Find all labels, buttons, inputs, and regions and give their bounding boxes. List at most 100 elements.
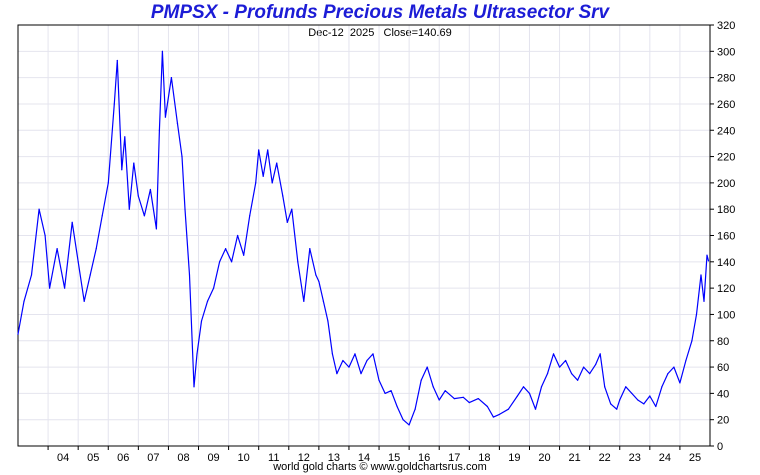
x-tick-label: 18 — [478, 452, 490, 464]
data-point — [89, 274, 91, 276]
chart-subtitle: Dec-12 2025 Close=140.69 — [308, 27, 452, 39]
data-point — [161, 50, 164, 52]
y-tick-label: 100 — [717, 309, 735, 321]
data-point — [237, 234, 239, 237]
data-point — [124, 136, 126, 138]
data-point — [30, 274, 33, 276]
data-point — [121, 169, 123, 171]
x-tick-label: 08 — [177, 452, 189, 464]
y-tick-label: 40 — [717, 388, 729, 400]
y-tick-label: 80 — [717, 336, 729, 348]
data-point — [679, 382, 681, 384]
data-point — [444, 390, 446, 392]
data-point — [534, 408, 537, 410]
x-tick-label: 20 — [538, 452, 550, 464]
data-point — [558, 366, 561, 368]
data-point — [408, 424, 410, 426]
data-point — [107, 182, 109, 184]
data-point — [396, 405, 398, 408]
y-tick-label: 260 — [717, 99, 735, 111]
data-point — [546, 373, 549, 375]
y-tick-label: 180 — [717, 204, 735, 216]
data-point — [420, 379, 422, 381]
y-tick-label: 20 — [717, 415, 729, 427]
y-tick-label: 160 — [717, 231, 735, 243]
y-tick-label: 240 — [717, 125, 735, 137]
data-point — [196, 353, 198, 355]
y-tick-label: 120 — [717, 283, 735, 295]
chart-footer: world gold charts © www.goldchartsrus.co… — [273, 461, 487, 473]
x-tick-label: 19 — [508, 452, 520, 464]
data-point — [342, 359, 344, 362]
x-tick-label: 22 — [599, 452, 611, 464]
data-point — [64, 287, 66, 289]
y-tick-label: 200 — [717, 178, 735, 190]
data-point — [707, 260, 710, 262]
data-point — [206, 300, 209, 302]
data-point — [700, 274, 702, 276]
data-point — [685, 359, 687, 362]
data-point — [583, 366, 585, 368]
data-point — [673, 366, 675, 368]
data-point — [486, 405, 488, 408]
y-tick-label: 300 — [717, 46, 735, 58]
x-tick-label: 25 — [689, 452, 701, 464]
data-point — [468, 401, 470, 404]
data-point — [297, 261, 299, 263]
data-point — [366, 359, 368, 362]
x-tick-label: 11 — [268, 452, 279, 464]
x-tick-label: 16 — [418, 452, 430, 464]
data-point — [128, 208, 130, 210]
data-point — [83, 300, 85, 302]
data-point — [528, 392, 531, 394]
data-point — [453, 398, 455, 400]
data-point — [271, 182, 273, 184]
x-tick-label: 23 — [629, 452, 641, 464]
data-point — [133, 162, 135, 164]
y-tick-label: 220 — [717, 152, 735, 164]
x-tick-label: 24 — [659, 452, 671, 464]
data-point — [637, 399, 639, 401]
data-point — [649, 395, 651, 397]
data-point — [402, 419, 404, 421]
data-point — [23, 300, 25, 302]
data-point — [71, 221, 73, 223]
data-point — [610, 403, 612, 405]
data-point — [522, 386, 525, 388]
data-point — [286, 221, 288, 223]
data-point — [354, 353, 356, 355]
data-point — [267, 149, 269, 151]
data-point — [667, 373, 669, 375]
data-point — [336, 373, 338, 375]
data-point — [56, 248, 58, 250]
data-point — [625, 386, 627, 388]
data-point — [282, 195, 284, 197]
data-point — [218, 261, 221, 263]
data-point — [291, 208, 293, 210]
data-point — [390, 390, 392, 392]
x-tick-label: 07 — [147, 452, 159, 464]
data-point — [249, 215, 251, 217]
data-point — [95, 248, 97, 250]
data-point — [384, 392, 386, 394]
x-tick-label: 14 — [358, 452, 370, 464]
data-point — [143, 215, 145, 217]
data-point — [564, 359, 567, 362]
data-point — [616, 408, 618, 410]
data-point — [507, 408, 510, 410]
chart-title: PMPSX - Profunds Precious Metals Ultrase… — [150, 2, 610, 23]
data-point — [604, 386, 606, 388]
data-point — [348, 366, 350, 368]
x-tick-label: 09 — [207, 452, 219, 464]
x-tick-label: 15 — [388, 452, 400, 464]
data-point — [595, 363, 597, 366]
x-tick-label: 12 — [298, 452, 310, 464]
data-point — [188, 274, 191, 276]
data-point — [318, 280, 320, 283]
data-point — [438, 399, 440, 401]
data-point — [327, 320, 329, 322]
data-point — [149, 188, 151, 191]
y-tick-label: 280 — [717, 73, 735, 85]
data-point — [706, 254, 708, 256]
x-tick-label: 06 — [117, 452, 129, 464]
